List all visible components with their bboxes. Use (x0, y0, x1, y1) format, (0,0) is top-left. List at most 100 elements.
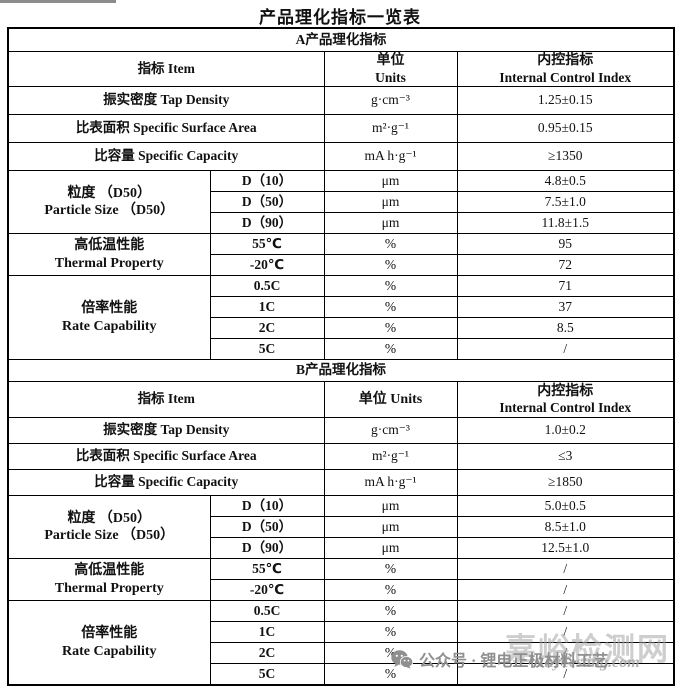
table-row: 2C % 8.5 (8, 317, 675, 340)
value-cell: 12.5±1.0 (456, 537, 675, 560)
table-row: 高低温性能 Thermal Property 55℃ % 95 (7, 233, 675, 277)
item-label: 比表面积 Specific Surface Area (7, 443, 325, 471)
item-label: 比容量 Specific Capacity (7, 469, 325, 497)
table-row: 振实密度 Tap Density g·cm⁻³ 1.25±0.15 (7, 86, 675, 116)
sub-label: 5C (209, 663, 325, 686)
group-label-thermal: 高低温性能 Thermal Property (7, 233, 211, 277)
item-label: 振实密度 Tap Density (7, 417, 325, 445)
value-cell: / (456, 338, 675, 361)
table-row: 5C % / (8, 663, 675, 686)
value-cell: 37 (456, 296, 675, 319)
section-a-header-row: 指标 Item 单位 Units 内控指标 Internal Control I… (7, 50, 675, 88)
value-cell: 4.8±0.5 (456, 170, 675, 193)
column-header-units: 单位 Units (323, 50, 458, 88)
value-cell: / (456, 558, 675, 581)
sub-label: 2C (209, 642, 325, 665)
group-label-particle-size: 粒度 （D50） Particle Size （D50） (7, 495, 211, 560)
table-row: -20℃ % / (8, 579, 675, 602)
section-a-title-row: A产品理化指标 (7, 27, 675, 52)
value-cell: / (456, 642, 675, 665)
unit-cell: % (323, 317, 458, 340)
unit-cell: μm (323, 191, 458, 214)
unit-cell: % (323, 579, 458, 602)
table-row: 粒度 （D50） Particle Size （D50） D（10） μm 4.… (7, 170, 675, 235)
value-cell: 11.8±1.5 (456, 212, 675, 235)
table-row: -20℃ % 72 (8, 254, 675, 277)
sub-label: 1C (209, 621, 325, 644)
table-row: 比表面积 Specific Surface Area m²·g⁻¹ 0.95±0… (7, 114, 675, 144)
sub-label: 0.5C (209, 600, 325, 623)
group-label-rate: 倍率性能 Rate Capability (7, 275, 211, 361)
wechat-icon (391, 649, 413, 669)
group-label-particle-size: 粒度 （D50） Particle Size （D50） (7, 170, 211, 235)
column-header-units: 单位 Units (323, 381, 458, 419)
sub-label: D（90） (209, 537, 325, 560)
sub-label: 5C (209, 338, 325, 361)
value-cell: 0.95±0.15 (456, 114, 675, 144)
value-cell: / (456, 579, 675, 602)
watermark-wechat-label: 公众号 · 锂电正极材料工艺 (419, 653, 609, 670)
value-cell: 7.5±1.0 (456, 191, 675, 214)
value-cell: / (456, 663, 675, 686)
value-cell: / (456, 600, 675, 623)
group-label-thermal: 高低温性能 Thermal Property (7, 558, 211, 602)
unit-cell: % (323, 642, 458, 665)
unit-cell: μm (323, 495, 458, 518)
unit-cell: μm (323, 516, 458, 539)
sub-label: 55℃ (209, 233, 325, 256)
unit-cell: % (323, 621, 458, 644)
column-header-item: 指标 Item (7, 50, 325, 88)
value-cell: ≥1850 (456, 469, 675, 497)
table-row: 5C % / (8, 338, 675, 361)
sub-label: 55℃ (209, 558, 325, 581)
unit-cell: μm (323, 212, 458, 235)
value-cell: ≤3 (456, 443, 675, 471)
section-a-title: A产品理化指标 (7, 27, 675, 52)
unit-cell: m²·g⁻¹ (323, 114, 458, 144)
unit-cell: m²·g⁻¹ (323, 443, 458, 471)
item-label: 振实密度 Tap Density (7, 86, 325, 116)
value-cell: 5.0±0.5 (456, 495, 675, 518)
table-row: 倍率性能 Rate Capability 0.5C % 71 (7, 275, 675, 361)
value-cell: 1.25±0.15 (456, 86, 675, 116)
page-title: 产品理化指标一览表 (259, 8, 421, 27)
table-row: 比容量 Specific Capacity mA h·g⁻¹ ≥1350 (7, 142, 675, 172)
table-row: 粒度 （D50） Particle Size （D50） D（10） μm 5.… (7, 495, 675, 560)
sub-label: D（50） (209, 516, 325, 539)
column-header-index: 内控指标 Internal Control Index (456, 50, 675, 88)
unit-cell: g·cm⁻³ (323, 417, 458, 445)
table-row: 2C % / (8, 642, 675, 665)
item-label: 比容量 Specific Capacity (7, 142, 325, 172)
sub-label: 0.5C (209, 275, 325, 298)
sub-label: 2C (209, 317, 325, 340)
spec-table: A产品理化指标 指标 Item 单位 Units 内控指标 Internal C… (7, 27, 675, 687)
section-b-title-row: B产品理化指标 (7, 359, 675, 383)
unit-cell: % (323, 600, 458, 623)
item-label: 比表面积 Specific Surface Area (7, 114, 325, 144)
unit-cell: μm (323, 537, 458, 560)
unit-cell: g·cm⁻³ (323, 86, 458, 116)
table-row: 比容量 Specific Capacity mA h·g⁻¹ ≥1850 (7, 469, 675, 497)
sub-label: -20℃ (209, 254, 325, 277)
column-header-index: 内控指标 Internal Control Index (456, 381, 675, 419)
table-row: 比表面积 Specific Surface Area m²·g⁻¹ ≤3 (7, 443, 675, 471)
value-cell: 72 (456, 254, 675, 277)
watermark-site-name: 嘉峪检测网 (505, 632, 670, 667)
sub-label: -20℃ (209, 579, 325, 602)
page-top-rule (0, 0, 116, 3)
value-cell: ≥1350 (456, 142, 675, 172)
sub-label: D（50） (209, 191, 325, 214)
value-cell: 8.5 (456, 317, 675, 340)
unit-cell: % (323, 275, 458, 298)
unit-cell: μm (323, 170, 458, 193)
sub-label: D（90） (209, 212, 325, 235)
value-cell: 1.0±0.2 (456, 417, 675, 445)
unit-cell: % (323, 296, 458, 319)
sub-label: D（10） (209, 170, 325, 193)
unit-cell: mA h·g⁻¹ (323, 142, 458, 172)
watermark-wechat: 公众号 · 锂电正极材料工艺 (391, 647, 608, 671)
table-row: 振实密度 Tap Density g·cm⁻³ 1.0±0.2 (7, 417, 675, 445)
value-cell: 71 (456, 275, 675, 298)
value-cell: 8.5±1.0 (456, 516, 675, 539)
unit-cell: % (323, 558, 458, 581)
